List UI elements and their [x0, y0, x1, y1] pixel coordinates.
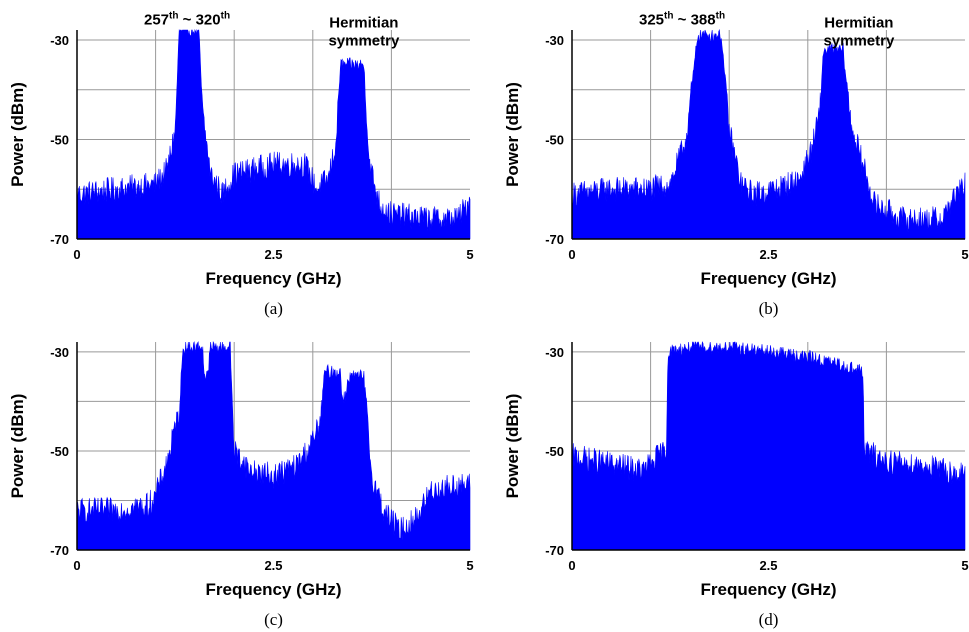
spectrum-panel-2: -30 -50 -70 0 2.5 5 Frequency (GHz) Power (dBm)… [503, 10, 969, 318]
y-tick-label: -50 [545, 132, 564, 147]
x-tick-label: 0 [568, 247, 575, 262]
subcarrier-range-annotation: 257th ~ 320th [144, 10, 230, 28]
y-axis-title: Power (dBm) [8, 82, 27, 187]
x-tick-label: 5 [466, 558, 473, 573]
spectrum-panel-3: -30 -50 -70 0 2.5 5 Frequency (GHz) Power (dBm)… [8, 341, 474, 629]
x-tick-label: 2.5 [759, 558, 777, 573]
spectrum-series [76, 341, 471, 551]
spectrum-series [571, 28, 966, 240]
y-tick-label: -30 [545, 33, 564, 48]
y-tick-label: -70 [545, 232, 564, 247]
y-axis-title: Power (dBm) [503, 82, 522, 187]
panel-caption: (b) [759, 299, 779, 318]
panel-caption: (d) [759, 610, 779, 629]
x-tick-label: 0 [568, 558, 575, 573]
y-tick-label: -30 [50, 345, 69, 360]
x-tick-label: 5 [961, 558, 968, 573]
hermitian-annotation-line1: Hermitian [824, 14, 893, 31]
spectrum-series [76, 28, 471, 240]
x-axis-title: Frequency (GHz) [205, 269, 341, 288]
x-tick-label: 0 [73, 558, 80, 573]
panel-caption: (a) [264, 299, 283, 318]
x-tick-label: 5 [961, 247, 968, 262]
spectrum-panel-1: -30 -50 -70 0 2.5 5 Frequency (GHz) Power (dBm)… [8, 10, 474, 318]
y-axis-title: Power (dBm) [8, 394, 27, 499]
x-tick-label: 5 [466, 247, 473, 262]
subcarrier-range-annotation: 325th ~ 388th [639, 10, 725, 28]
y-tick-label: -50 [545, 444, 564, 459]
y-tick-label: -70 [50, 543, 69, 558]
hermitian-annotation-line2: symmetry [823, 32, 895, 49]
panel-caption: (c) [264, 610, 283, 629]
x-tick-label: 0 [73, 247, 80, 262]
hermitian-annotation-line1: Hermitian [329, 14, 398, 31]
x-axis-title: Frequency (GHz) [205, 580, 341, 599]
y-tick-label: -70 [50, 232, 69, 247]
y-axis-title: Power (dBm) [503, 394, 522, 499]
y-tick-label: -50 [50, 132, 69, 147]
x-axis-title: Frequency (GHz) [700, 580, 836, 599]
x-tick-label: 2.5 [759, 247, 777, 262]
y-tick-label: -30 [545, 345, 564, 360]
hermitian-annotation-line2: symmetry [328, 32, 400, 49]
x-axis-title: Frequency (GHz) [700, 269, 836, 288]
x-tick-label: 2.5 [264, 247, 282, 262]
x-tick-label: 2.5 [264, 558, 282, 573]
y-tick-label: -70 [545, 543, 564, 558]
spectrum-panel-4: -30 -50 -70 0 2.5 5 Frequency (GHz) Power (dBm)… [503, 341, 969, 629]
spectrum-series [571, 341, 966, 551]
y-tick-label: -30 [50, 33, 69, 48]
y-tick-label: -50 [50, 444, 69, 459]
